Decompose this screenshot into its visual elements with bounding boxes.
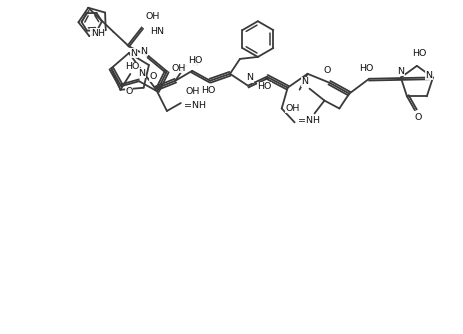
Text: HO: HO bbox=[358, 64, 373, 73]
Text: =NH: =NH bbox=[297, 116, 319, 125]
Text: N: N bbox=[246, 73, 253, 82]
Text: OH: OH bbox=[171, 64, 186, 73]
Text: N: N bbox=[190, 59, 197, 68]
Text: O: O bbox=[413, 113, 421, 122]
Text: O: O bbox=[150, 72, 157, 81]
Text: OH: OH bbox=[285, 104, 299, 113]
Text: OH: OH bbox=[185, 87, 200, 96]
Text: HO: HO bbox=[125, 62, 139, 71]
Text: N: N bbox=[397, 67, 404, 76]
Text: OH: OH bbox=[145, 12, 160, 21]
Text: N: N bbox=[425, 71, 432, 80]
Text: =NH: =NH bbox=[183, 101, 205, 110]
Text: O: O bbox=[125, 87, 132, 96]
Text: HO: HO bbox=[257, 82, 271, 91]
Text: HO: HO bbox=[188, 56, 202, 65]
Text: O: O bbox=[323, 66, 331, 75]
Text: N: N bbox=[140, 47, 147, 56]
Text: HO: HO bbox=[411, 49, 425, 58]
Text: NH: NH bbox=[91, 28, 105, 37]
Text: N: N bbox=[130, 48, 137, 57]
Text: HN: HN bbox=[150, 27, 163, 36]
Text: N: N bbox=[300, 77, 307, 86]
Text: N: N bbox=[138, 69, 145, 78]
Text: HO: HO bbox=[200, 86, 215, 95]
